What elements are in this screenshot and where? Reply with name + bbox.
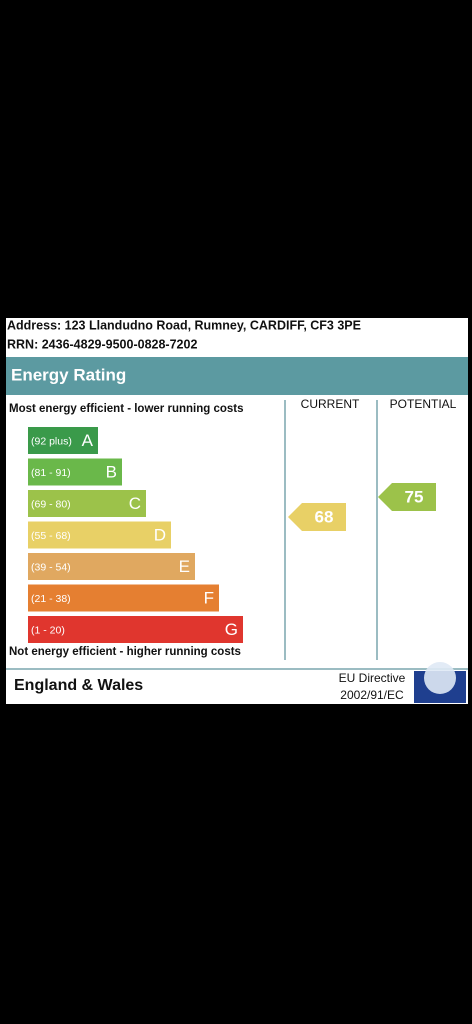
band-bar — [28, 427, 98, 454]
band-range: (1 - 20) — [31, 624, 65, 636]
current-arrow — [288, 503, 346, 531]
potential-arrow — [378, 483, 436, 511]
potential-header: POTENTIAL — [390, 397, 457, 411]
band-bar — [28, 616, 243, 643]
band-letter: G — [225, 620, 238, 639]
band-letter: B — [106, 462, 117, 481]
address: Address: 123 Llandudno Road, Rumney, CAR… — [7, 318, 361, 332]
bands: (92 plus) A (81 - 91) B (69 - 80) C (55 - 68) D… — [28, 427, 243, 643]
flag-icon — [424, 662, 456, 694]
title: Energy Rating — [11, 365, 126, 384]
band-letter: F — [204, 588, 214, 607]
band-bar — [28, 458, 122, 486]
band-range: (21 - 38) — [31, 593, 71, 605]
band-bar — [28, 490, 146, 517]
band-range: (92 plus) — [31, 435, 72, 447]
directive: 2002/91/EC — [340, 688, 404, 702]
band-range: (69 - 80) — [31, 498, 71, 510]
title-bar — [6, 357, 468, 395]
directive: EU Directive — [339, 671, 406, 685]
potential-rating: 75 — [405, 487, 424, 506]
band-range: (81 - 91) — [31, 467, 71, 479]
band-letter: D — [154, 525, 166, 544]
band-bar — [28, 521, 171, 549]
current-rating: 68 — [315, 507, 334, 526]
rrn: RRN: 2436-4829-9500-0828-7202 — [7, 337, 197, 351]
band-range: (55 - 68) — [31, 530, 71, 542]
band-bar — [28, 553, 195, 580]
band-letter: E — [179, 557, 190, 576]
current-header: CURRENT — [301, 397, 360, 411]
band-letter: C — [129, 494, 141, 513]
region: England & Wales — [14, 677, 143, 694]
top-note: Most energy efficient - lower running co… — [9, 403, 244, 415]
bottom-note: Not energy efficient - higher running co… — [9, 646, 241, 658]
band-letter: A — [82, 431, 94, 450]
band-range: (39 - 54) — [31, 561, 71, 573]
band-bar — [28, 584, 219, 612]
